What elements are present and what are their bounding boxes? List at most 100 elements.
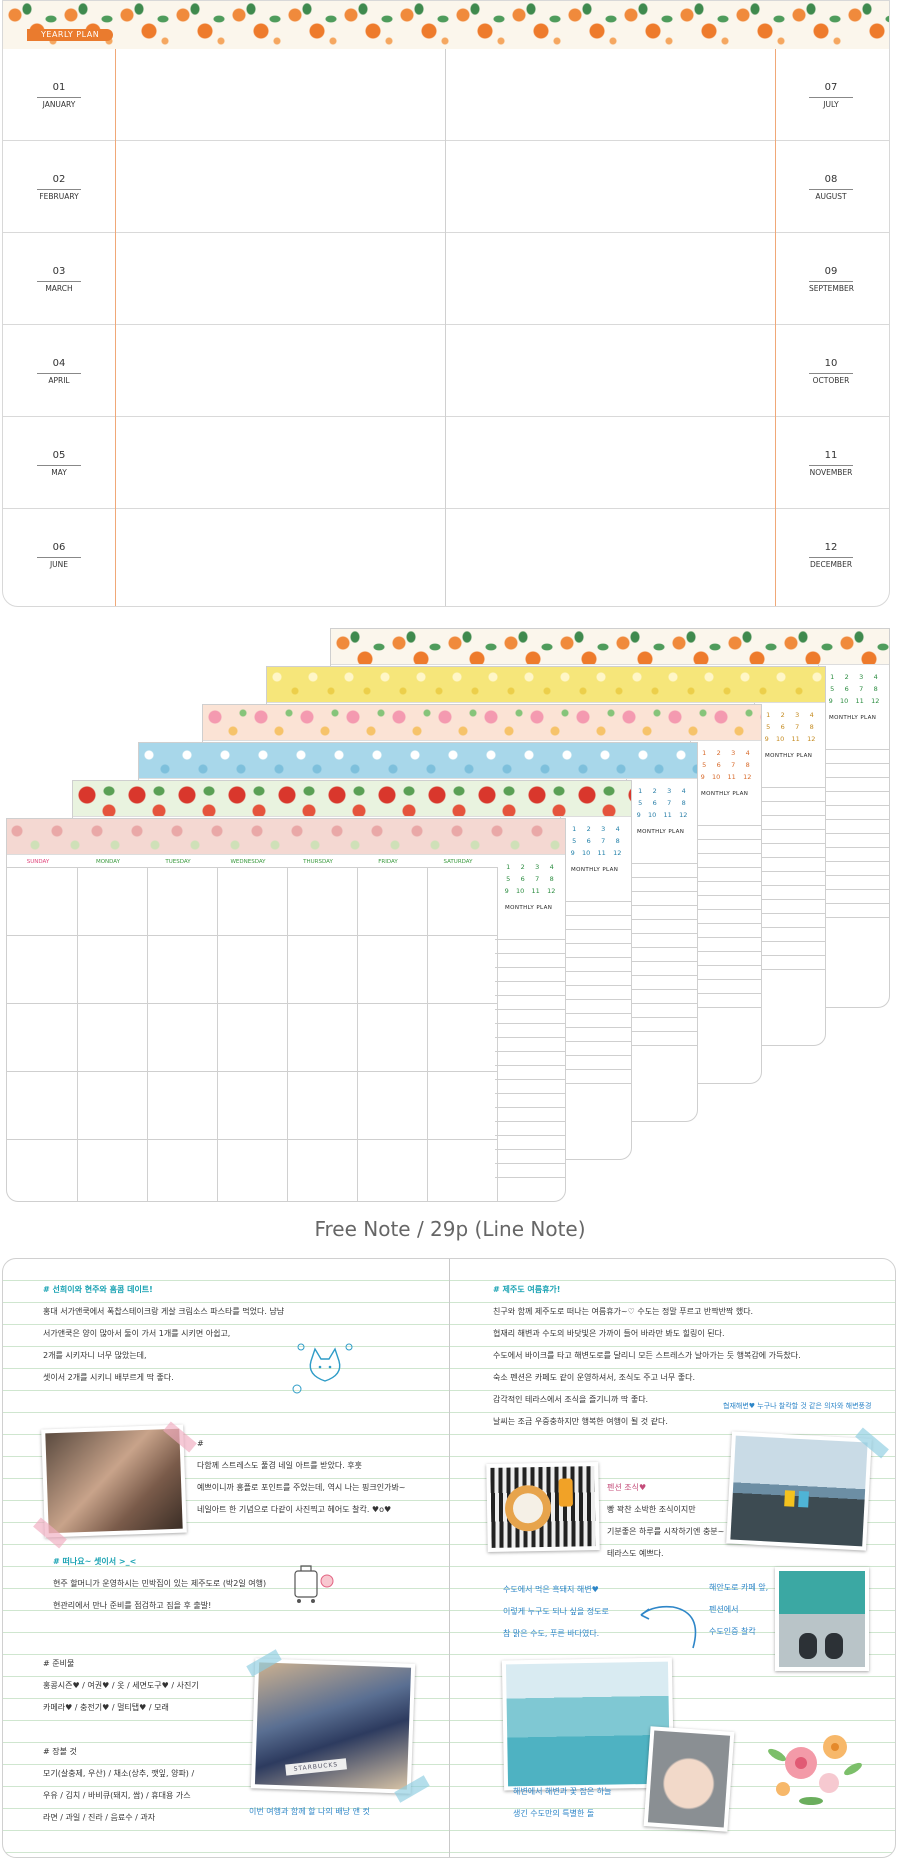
note-heading: # 선희이와 현주와 홈콤 데이트!: [43, 1285, 153, 1294]
starbucks-cup-label: STARBUCKS: [285, 1758, 347, 1776]
month-label-february: 02 FEBRUARY: [19, 173, 99, 203]
month-row: [3, 417, 889, 509]
note-line: 협재리 해변과 수도의 바닷빛은 가까이 들어 바라만 봐도 힐링이 된다.: [493, 1329, 725, 1338]
note-line: 예쁘이니까 홍플로 포인트를 주었는데, 역시 나는 핑크인가봐~: [197, 1483, 406, 1492]
month-number: 06: [52, 542, 66, 553]
note-line: 친구와 함께 제주도로 떠나는 여름휴가~♡ 수도는 정말 푸르고 반짝반짝 했…: [493, 1307, 754, 1316]
calendar-grid-line: [77, 867, 78, 1201]
breakfast-photo: [486, 1462, 600, 1552]
note-line: 숙소 펜션은 카페도 같이 운영하셔서, 조식도 주고 너무 좋다.: [493, 1373, 696, 1382]
month-label-january: 01 JANUARY: [19, 81, 99, 111]
monthly-plan-label: MONTHLY PLAN: [829, 715, 877, 721]
monthly-plan-label: MONTHLY PLAN: [765, 753, 813, 759]
floral-band: [267, 667, 825, 703]
suitcase-doodle-icon: [294, 1565, 334, 1603]
month-label-september: 09 SEPTEMBER: [791, 265, 871, 295]
month-name: NOVEMBER: [809, 465, 853, 479]
note-line: 홍대 서가앤쿡에서 폭찹스테이크랑 게살 크림소스 파스타를 먹었다. 냠냠: [43, 1307, 285, 1316]
note-line: 해안도로 카페 앞,: [709, 1583, 769, 1592]
center-fold: [449, 1259, 450, 1857]
note-line: 해변에서 해변과 꽃 잡은 하늘: [513, 1787, 612, 1796]
note-heading: # 떠나요~ 셋이서 >_<: [53, 1557, 137, 1566]
month-name: JANUARY: [37, 97, 81, 111]
month-name: AUGUST: [809, 189, 853, 203]
floral-band: [7, 819, 565, 855]
note-line: 현관리에서 만나 준비를 점검하고 짐을 후 출발!: [53, 1601, 212, 1610]
month-name: MARCH: [37, 281, 81, 295]
month-label-october: 10 OCTOBER: [791, 357, 871, 387]
month-number: 01: [52, 82, 66, 93]
note-heading: # 장볼 것: [43, 1747, 77, 1756]
note-line: 이렇게 누구도 되나 싶을 정도로: [503, 1607, 609, 1616]
floral-banner: [3, 1, 889, 49]
calendar-grid-line: [7, 1071, 497, 1072]
note-heading: # 준비물: [43, 1659, 75, 1668]
free-note-caption: Free Note / 29p (Line Note): [314, 1217, 586, 1241]
calendar-grid-line: [497, 867, 498, 1201]
center-fold: [445, 49, 446, 606]
month-label-april: 04 APRIL: [19, 357, 99, 387]
floral-band: [331, 629, 889, 665]
day-header-monday: MONDAY: [95, 859, 121, 865]
note-mark: #: [197, 1439, 204, 1448]
cat-doodle-icon: [292, 1343, 353, 1394]
note-line: 카메라♥ / 충전기♥ / 멀티탭♥ / 모래: [43, 1703, 169, 1712]
note-line: 펜션에서: [709, 1605, 739, 1614]
free-note-spread: # 선희이와 현주와 홈콤 데이트! 홍대 서가앤쿡에서 폭찹스테이크랑 게살 …: [2, 1258, 896, 1858]
month-number: 09: [824, 266, 838, 277]
month-number: 04: [52, 358, 66, 369]
shell-hand-photo: [643, 1726, 735, 1832]
note-line: 수도에서 바이크를 타고 해변도로를 달리니 모든 스트레스가 날아가는 듯 행…: [493, 1351, 801, 1360]
calendar-grid-line: [7, 1003, 497, 1004]
note-line: 현주 할머니가 운영하시는 민박집이 있는 제주도로 (박2일 여행): [53, 1579, 267, 1588]
day-header-sunday: SUNDAY: [26, 859, 50, 865]
note-line: 2개를 시키자니 너무 많았는데,: [43, 1351, 147, 1360]
monthly-page-front: SUNDAY MONDAY TUESDAY WEDNESDAY THURSDAY…: [6, 818, 566, 1202]
note-line: 수도인증 찰칵: [709, 1627, 756, 1636]
month-name: MAY: [37, 465, 81, 479]
month-label-december: 12 DECEMBER: [791, 541, 871, 571]
note-line: 라면 / 과일 / 진라 / 음료수 / 과자: [43, 1813, 156, 1822]
calendar-grid-line: [7, 935, 497, 936]
flower-bouquet-icon: [768, 1735, 862, 1805]
month-number: 05: [52, 450, 66, 461]
month-row: [3, 141, 889, 233]
calendar-grid-line: [7, 1139, 497, 1140]
note-line: 날씨는 조금 우중충하지만 행복한 여행이 될 것 같다.: [493, 1417, 668, 1426]
yearly-plan-page: YEARLY PLAN 01 JANUARY 02 FEBRUARY 03 MA…: [2, 0, 890, 607]
month-label-may: 05 MAY: [19, 449, 99, 479]
note-heading: 펜션 조식♥: [607, 1483, 647, 1492]
month-name: SEPTEMBER: [809, 281, 854, 295]
day-header-friday: FRIDAY: [378, 859, 398, 865]
month-label-july: 07 JULY: [791, 81, 871, 111]
monthly-plan-label: MONTHLY PLAN: [505, 905, 553, 911]
note-line: 수도에서 먹은 흑돼지 해변♥: [503, 1585, 599, 1594]
note-line: 모기(살충제, 우산) / 채소(상추, 깻잎, 양파) /: [43, 1769, 195, 1778]
backpack-photo: STARBUCKS: [250, 1658, 416, 1794]
beach-chair-photo: [726, 1431, 872, 1551]
month-name: APRIL: [37, 373, 81, 387]
month-number: 12: [824, 542, 838, 553]
calendar-grid-line: [287, 867, 288, 1201]
month-number: 07: [824, 82, 838, 93]
month-number: 08: [824, 174, 838, 185]
day-header-wednesday: WEDNESDAY: [230, 859, 266, 865]
month-label-november: 11 NOVEMBER: [791, 449, 871, 479]
photo-caption: 이번 여행과 함께 할 나의 배낭 앤 컷: [249, 1807, 370, 1816]
day-header-tuesday: TUESDAY: [165, 859, 191, 865]
month-row: [3, 233, 889, 325]
month-row: [3, 509, 889, 606]
month-row: [3, 49, 889, 141]
calendar-grid-line: [217, 867, 218, 1201]
note-line: 기분좋은 하루를 시작하기엔 충분~: [607, 1527, 725, 1536]
calendar-grid-line: [427, 867, 428, 1201]
month-name: DECEMBER: [809, 557, 853, 571]
month-number: 11: [824, 450, 838, 461]
month-number: 03: [52, 266, 66, 277]
note-line: 다함께 스트레스도 풀겸 네일 아트를 받았다. 후훗: [197, 1461, 362, 1470]
